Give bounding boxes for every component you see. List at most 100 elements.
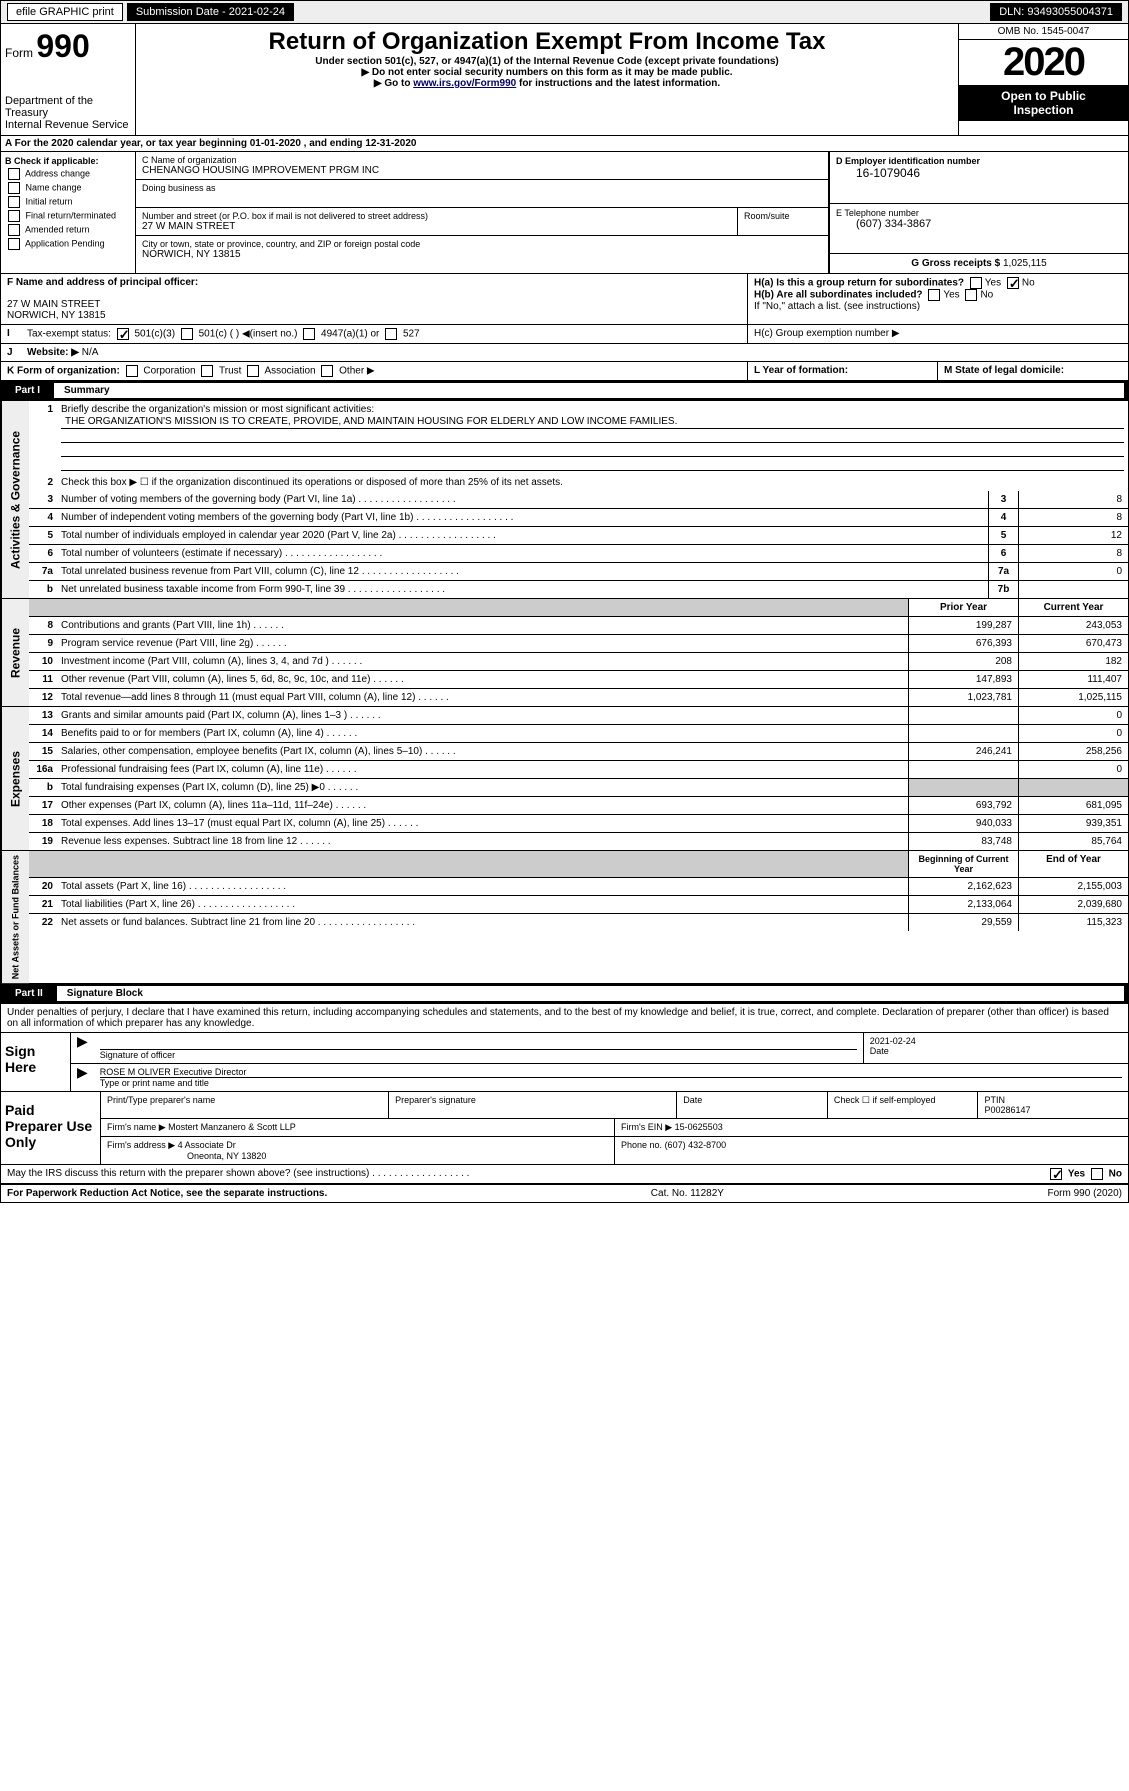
b-opt-initial[interactable]: Initial return <box>5 196 131 208</box>
firm-addr2: Oneonta, NY 13820 <box>107 1151 266 1161</box>
k-assoc[interactable] <box>247 365 259 377</box>
section-expenses: Expenses 13Grants and similar amounts pa… <box>1 707 1128 851</box>
part1-label: Part I <box>5 383 50 398</box>
ein-value: 16-1079046 <box>836 166 1122 180</box>
arrow-icon: ▶ <box>71 1033 94 1063</box>
discuss-yes[interactable] <box>1050 1168 1062 1180</box>
row-j: J Website: ▶ N/A <box>1 344 1128 362</box>
firm-phone: (607) 432-8700 <box>665 1140 727 1150</box>
part2-title: Signature Block <box>57 986 1124 1001</box>
dln-btn[interactable]: DLN: 93493055004371 <box>990 3 1122 21</box>
addr-label: Number and street (or P.O. box if mail i… <box>142 211 731 221</box>
firm-addr-label: Firm's address ▶ <box>107 1140 175 1150</box>
e-label: E Telephone number <box>836 208 1122 218</box>
row-klm: K Form of organization: Corporation Trus… <box>1 362 1128 381</box>
l-text: L Year of formation: <box>754 365 848 376</box>
gross-receipts: 1,025,115 <box>1003 258 1047 269</box>
k-other[interactable] <box>321 365 333 377</box>
b-opt-amended[interactable]: Amended return <box>5 224 131 236</box>
mission-blank1 <box>61 429 1124 443</box>
instructions-link[interactable]: www.irs.gov/Form990 <box>413 78 516 89</box>
i-4947[interactable] <box>303 328 315 340</box>
hdr-prior: Prior Year <box>908 599 1018 616</box>
table-row: 7aTotal unrelated business revenue from … <box>29 563 1128 581</box>
footer-formref: Form 990 (2020) <box>1048 1188 1122 1199</box>
table-row: 4Number of independent voting members of… <box>29 509 1128 527</box>
b-label: B Check if applicable: <box>5 156 99 166</box>
k-corp[interactable] <box>126 365 138 377</box>
prep-self-label: Check ☐ if self-employed <box>828 1092 979 1118</box>
form-label: Form <box>5 46 33 60</box>
m-text: M State of legal domicile: <box>944 365 1064 376</box>
form-subtitle: Under section 501(c), 527, or 4947(a)(1)… <box>140 56 954 67</box>
hb-label: H(b) Are all subordinates included? <box>754 290 923 301</box>
hdr-end: End of Year <box>1018 851 1128 877</box>
subdate-btn[interactable]: Submission Date - 2021-02-24 <box>127 3 294 21</box>
paid-preparer-block: Paid Preparer Use Only Print/Type prepar… <box>1 1092 1128 1165</box>
table-row: 11Other revenue (Part VIII, column (A), … <box>29 671 1128 689</box>
paid-preparer-label: Paid Preparer Use Only <box>1 1092 101 1164</box>
vert-governance: Activities & Governance <box>1 401 29 598</box>
city-label: City or town, state or province, country… <box>142 239 822 249</box>
table-row: 3Number of voting members of the governi… <box>29 491 1128 509</box>
dba-label: Doing business as <box>142 183 822 193</box>
table-row: 20Total assets (Part X, line 16)2,162,62… <box>29 878 1128 896</box>
ptin-value: P00286147 <box>984 1105 1030 1115</box>
prep-date-label: Date <box>677 1092 828 1118</box>
i-527[interactable] <box>385 328 397 340</box>
table-row: 13Grants and similar amounts paid (Part … <box>29 707 1128 725</box>
perjury-text: Under penalties of perjury, I declare th… <box>1 1004 1128 1033</box>
ptin-label: PTIN <box>984 1095 1005 1105</box>
omb-number: OMB No. 1545-0047 <box>959 24 1128 40</box>
hb-yes[interactable] <box>928 289 940 301</box>
note2-pre: ▶ Go to <box>374 78 413 89</box>
b-opt-final[interactable]: Final return/terminated <box>5 210 131 222</box>
hb-no[interactable] <box>965 289 977 301</box>
i-501c[interactable] <box>181 328 193 340</box>
page-footer: For Paperwork Reduction Act Notice, see … <box>1 1185 1128 1202</box>
h-note: If "No," attach a list. (see instruction… <box>754 301 1122 312</box>
table-row: 6Total number of volunteers (estimate if… <box>29 545 1128 563</box>
q1: Briefly describe the organization's miss… <box>61 404 374 415</box>
b-opt-address[interactable]: Address change <box>5 168 131 180</box>
j-label: J <box>1 344 21 361</box>
part2-label: Part II <box>5 986 53 1001</box>
ha-no[interactable] <box>1007 277 1019 289</box>
i-501c3[interactable] <box>117 328 129 340</box>
firm-name-label: Firm's name ▶ <box>107 1122 166 1132</box>
b-opt-name[interactable]: Name change <box>5 182 131 194</box>
d-label: D Employer identification number <box>836 156 980 166</box>
sign-here-block: Sign Here ▶ Signature of officer 2021-02… <box>1 1033 1128 1092</box>
c-name-label: C Name of organization <box>142 155 822 165</box>
table-row: bNet unrelated business taxable income f… <box>29 581 1128 598</box>
b-opt-pending[interactable]: Application Pending <box>5 238 131 250</box>
q2: Check this box ▶ ☐ if the organization d… <box>57 474 1128 491</box>
k-text: K Form of organization: <box>7 366 120 377</box>
j-text: Website: ▶ <box>27 347 79 358</box>
part2-header: Part II Signature Block <box>1 984 1128 1004</box>
efile-btn[interactable]: efile GRAPHIC print <box>7 3 123 21</box>
section-bcdeg: B Check if applicable: Address change Na… <box>1 152 1128 274</box>
vert-revenue: Revenue <box>1 599 29 706</box>
mission-blank3 <box>61 457 1124 471</box>
ha-yes[interactable] <box>970 277 982 289</box>
prep-name-label: Print/Type preparer's name <box>101 1092 389 1118</box>
sign-here-label: Sign Here <box>1 1033 71 1091</box>
table-row: 15Salaries, other compensation, employee… <box>29 743 1128 761</box>
officer-addr2: NORWICH, NY 13815 <box>7 310 106 321</box>
phone-value: (607) 334-3867 <box>836 218 1122 230</box>
k-trust[interactable] <box>201 365 213 377</box>
table-row: 14Benefits paid to or for members (Part … <box>29 725 1128 743</box>
insp-label: Inspection <box>1013 103 1073 117</box>
sig-date: 2021-02-24 <box>870 1036 1122 1046</box>
firm-ein: 15-0625503 <box>675 1122 723 1132</box>
street-address: 27 W MAIN STREET <box>142 221 731 232</box>
table-row: 9Program service revenue (Part VIII, lin… <box>29 635 1128 653</box>
row-a-period: A For the 2020 calendar year, or tax yea… <box>1 136 1128 152</box>
officer-name: ROSE M OLIVER Executive Director <box>100 1067 1122 1078</box>
city-state-zip: NORWICH, NY 13815 <box>142 249 822 260</box>
i-label: I <box>1 325 21 343</box>
arrow-icon2: ▶ <box>71 1064 94 1091</box>
discuss-no[interactable] <box>1091 1168 1103 1180</box>
table-row: 8Contributions and grants (Part VIII, li… <box>29 617 1128 635</box>
